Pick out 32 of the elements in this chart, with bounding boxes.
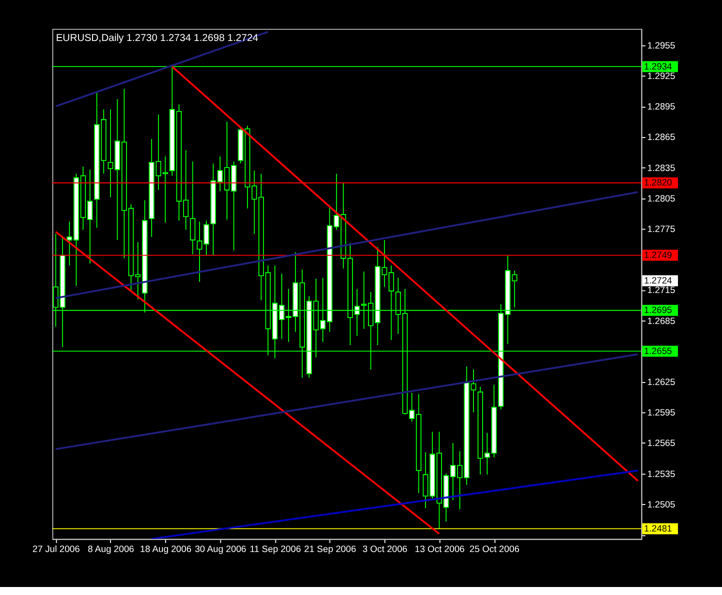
y-tick-label: 1.2805 [647, 193, 676, 204]
ref-line-label: 1.2481 [644, 523, 672, 534]
y-tick-label: 1.2505 [647, 499, 676, 510]
ref-line-label: 1.2934 [644, 61, 672, 72]
ref-line-label: 1.2749 [644, 250, 672, 260]
y-tick-label: 1.2625 [647, 377, 676, 388]
y-tick-label: 1.2835 [647, 162, 676, 173]
y-tick-label: 1.2685 [647, 316, 676, 326]
ref-line-label: 1.2820 [644, 178, 672, 188]
ref-line-label: 1.2695 [644, 305, 672, 316]
y-tick-label: 1.2565 [647, 438, 676, 448]
x-tick-label: 21 Sep 2006 [304, 544, 356, 554]
candlestick [190, 160, 196, 255]
x-tick-label: 27 Jul 2006 [32, 544, 80, 554]
x-tick-label: 18 Aug 2006 [140, 544, 192, 554]
chart-title: EURUSD,Daily 1.2730 1.2734 1.2698 1.2724 [56, 32, 259, 44]
x-tick-label: 25 Oct 2006 [470, 544, 520, 554]
y-tick-label: 1.2715 [647, 285, 676, 296]
ref-line-label: 1.2655 [644, 346, 672, 356]
x-tick-label: 3 Oct 2006 [362, 544, 408, 554]
y-tick-label: 1.2775 [647, 224, 676, 234]
y-tick-label: 1.2895 [647, 102, 676, 112]
x-tick-label: 30 Aug 2006 [194, 544, 246, 554]
x-tick-label: 11 Sep 2006 [250, 544, 301, 554]
y-tick-label: 1.2595 [647, 408, 676, 418]
text: 1.2724 [644, 276, 672, 286]
y-tick-label: 1.2925 [647, 70, 676, 81]
x-tick-label: 8 Aug 2006 [88, 544, 134, 554]
y-tick-label: 1.2535 [647, 468, 676, 479]
y-tick-label: 1.2955 [647, 40, 676, 50]
y-tick-label: 1.2865 [647, 132, 676, 142]
x-tick-label: 13 Oct 2006 [414, 544, 465, 554]
